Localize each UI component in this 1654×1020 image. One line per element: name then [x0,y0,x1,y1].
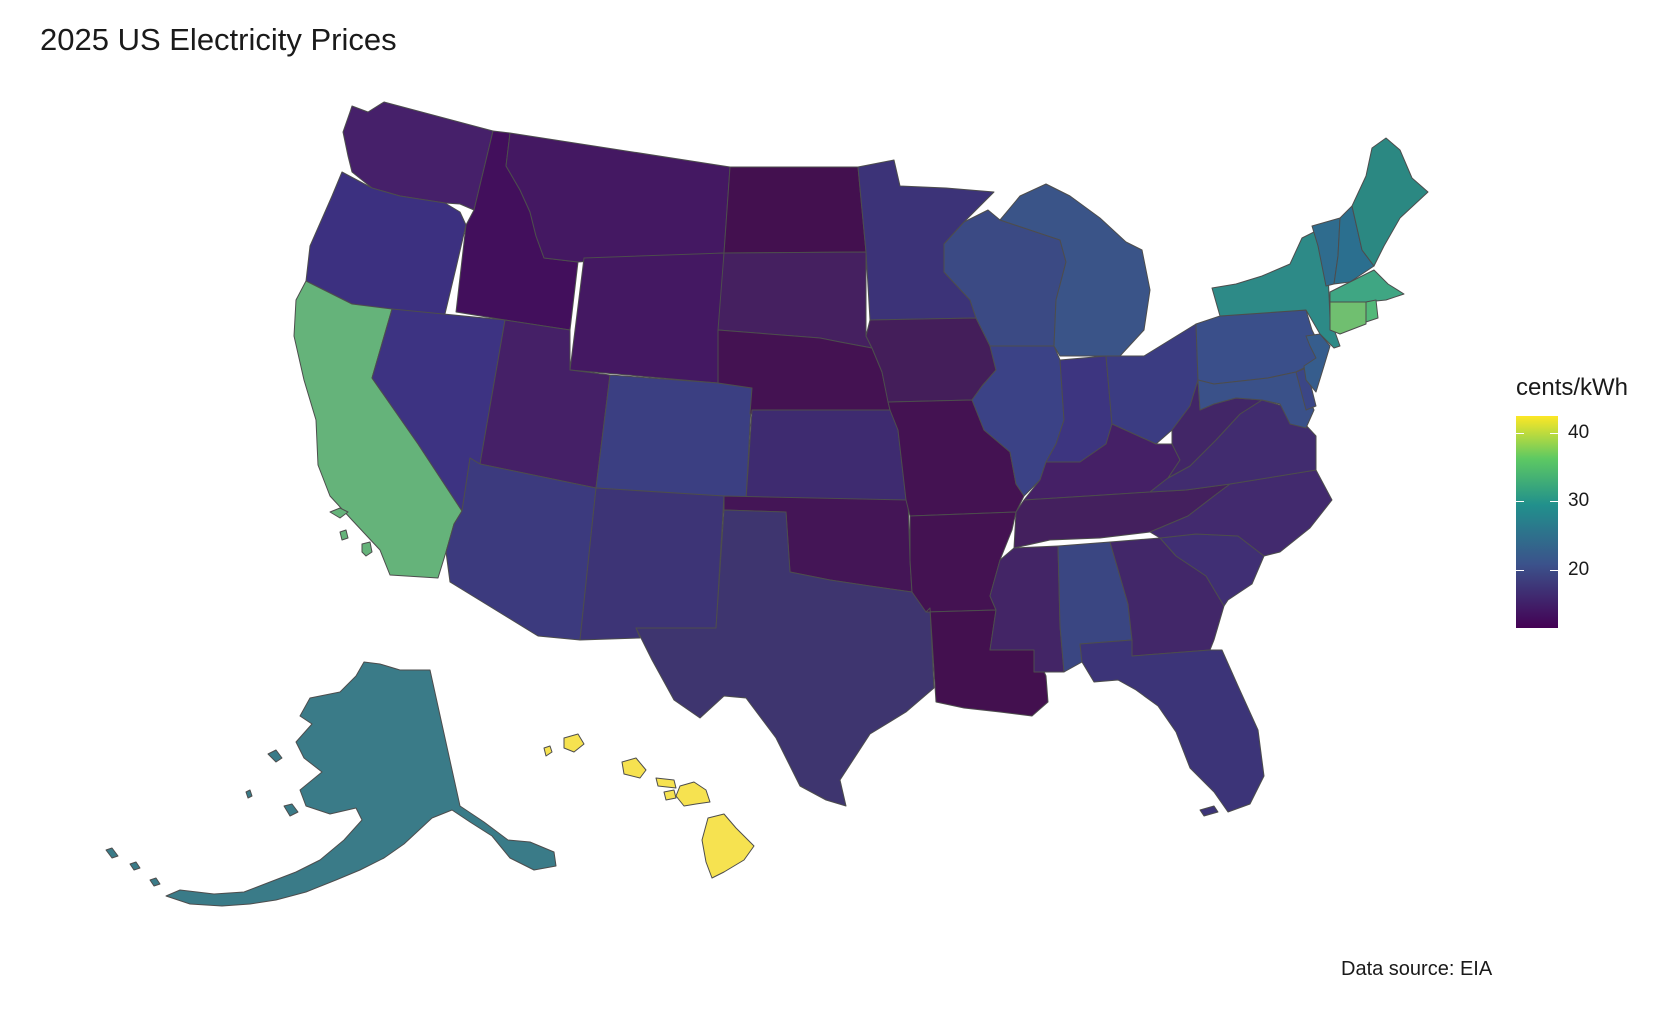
state-michigan[interactable] [999,183,1151,357]
state-texas[interactable] [635,509,935,807]
state-kansas[interactable] [745,409,907,501]
state-new-jersey[interactable] [1303,333,1331,393]
state-hawaii-lanai[interactable] [663,789,677,801]
color-legend: cents/kWh 40 30 20 [1516,374,1654,634]
state-colorado[interactable] [595,374,753,501]
state-california-island-3[interactable] [361,541,373,557]
legend-title: cents/kWh [1516,374,1629,401]
legend-tick-label: 20 [1568,559,1590,580]
state-alaska-island-5[interactable] [129,861,141,871]
legend-tick-mark [1550,570,1558,571]
state-hawaii-molokai[interactable] [655,777,677,789]
state-alaska[interactable] [165,661,557,907]
state-california-island-2[interactable] [339,529,349,541]
state-montana[interactable] [505,132,731,263]
state-hawaii-big-island[interactable] [701,813,755,879]
state-alaska-island-4[interactable] [105,847,119,859]
state-north-dakota[interactable] [723,166,867,254]
state-maine[interactable] [1351,137,1429,267]
legend-tick-mark [1550,433,1558,434]
state-arizona[interactable] [445,457,597,641]
state-hawaii-niihau[interactable] [543,745,553,757]
state-iowa[interactable] [865,317,997,403]
legend-colorbar [1516,416,1558,628]
state-oregon[interactable] [305,171,467,319]
state-california-island-1[interactable] [329,507,349,519]
legend-tick-mark [1516,501,1524,502]
state-wyoming[interactable] [569,252,725,384]
legend-tick-mark [1516,433,1524,434]
state-hawaii-kauai[interactable] [563,733,585,753]
chart-title: 2025 US Electricity Prices [40,22,397,57]
legend-tick-label: 30 [1568,490,1590,511]
state-florida[interactable] [1079,639,1265,813]
state-new-mexico[interactable] [579,487,725,641]
legend-tick-mark [1516,570,1524,571]
state-alaska-island-1[interactable] [267,749,283,763]
state-alaska-island-2[interactable] [283,803,299,817]
state-hawaii-maui[interactable] [675,781,711,807]
state-connecticut[interactable] [1329,301,1367,335]
data-source-caption: Data source: EIA [1341,958,1493,980]
state-hawaii-oahu[interactable] [621,757,647,779]
state-rhode-island[interactable] [1365,299,1379,323]
legend-tick-label: 40 [1568,422,1590,443]
state-north-carolina[interactable] [1149,469,1333,557]
legend-tick-mark [1550,501,1558,502]
state-florida-keys[interactable] [1199,805,1219,817]
state-alaska-island-3[interactable] [245,789,253,799]
state-alaska-island-6[interactable] [149,877,161,887]
